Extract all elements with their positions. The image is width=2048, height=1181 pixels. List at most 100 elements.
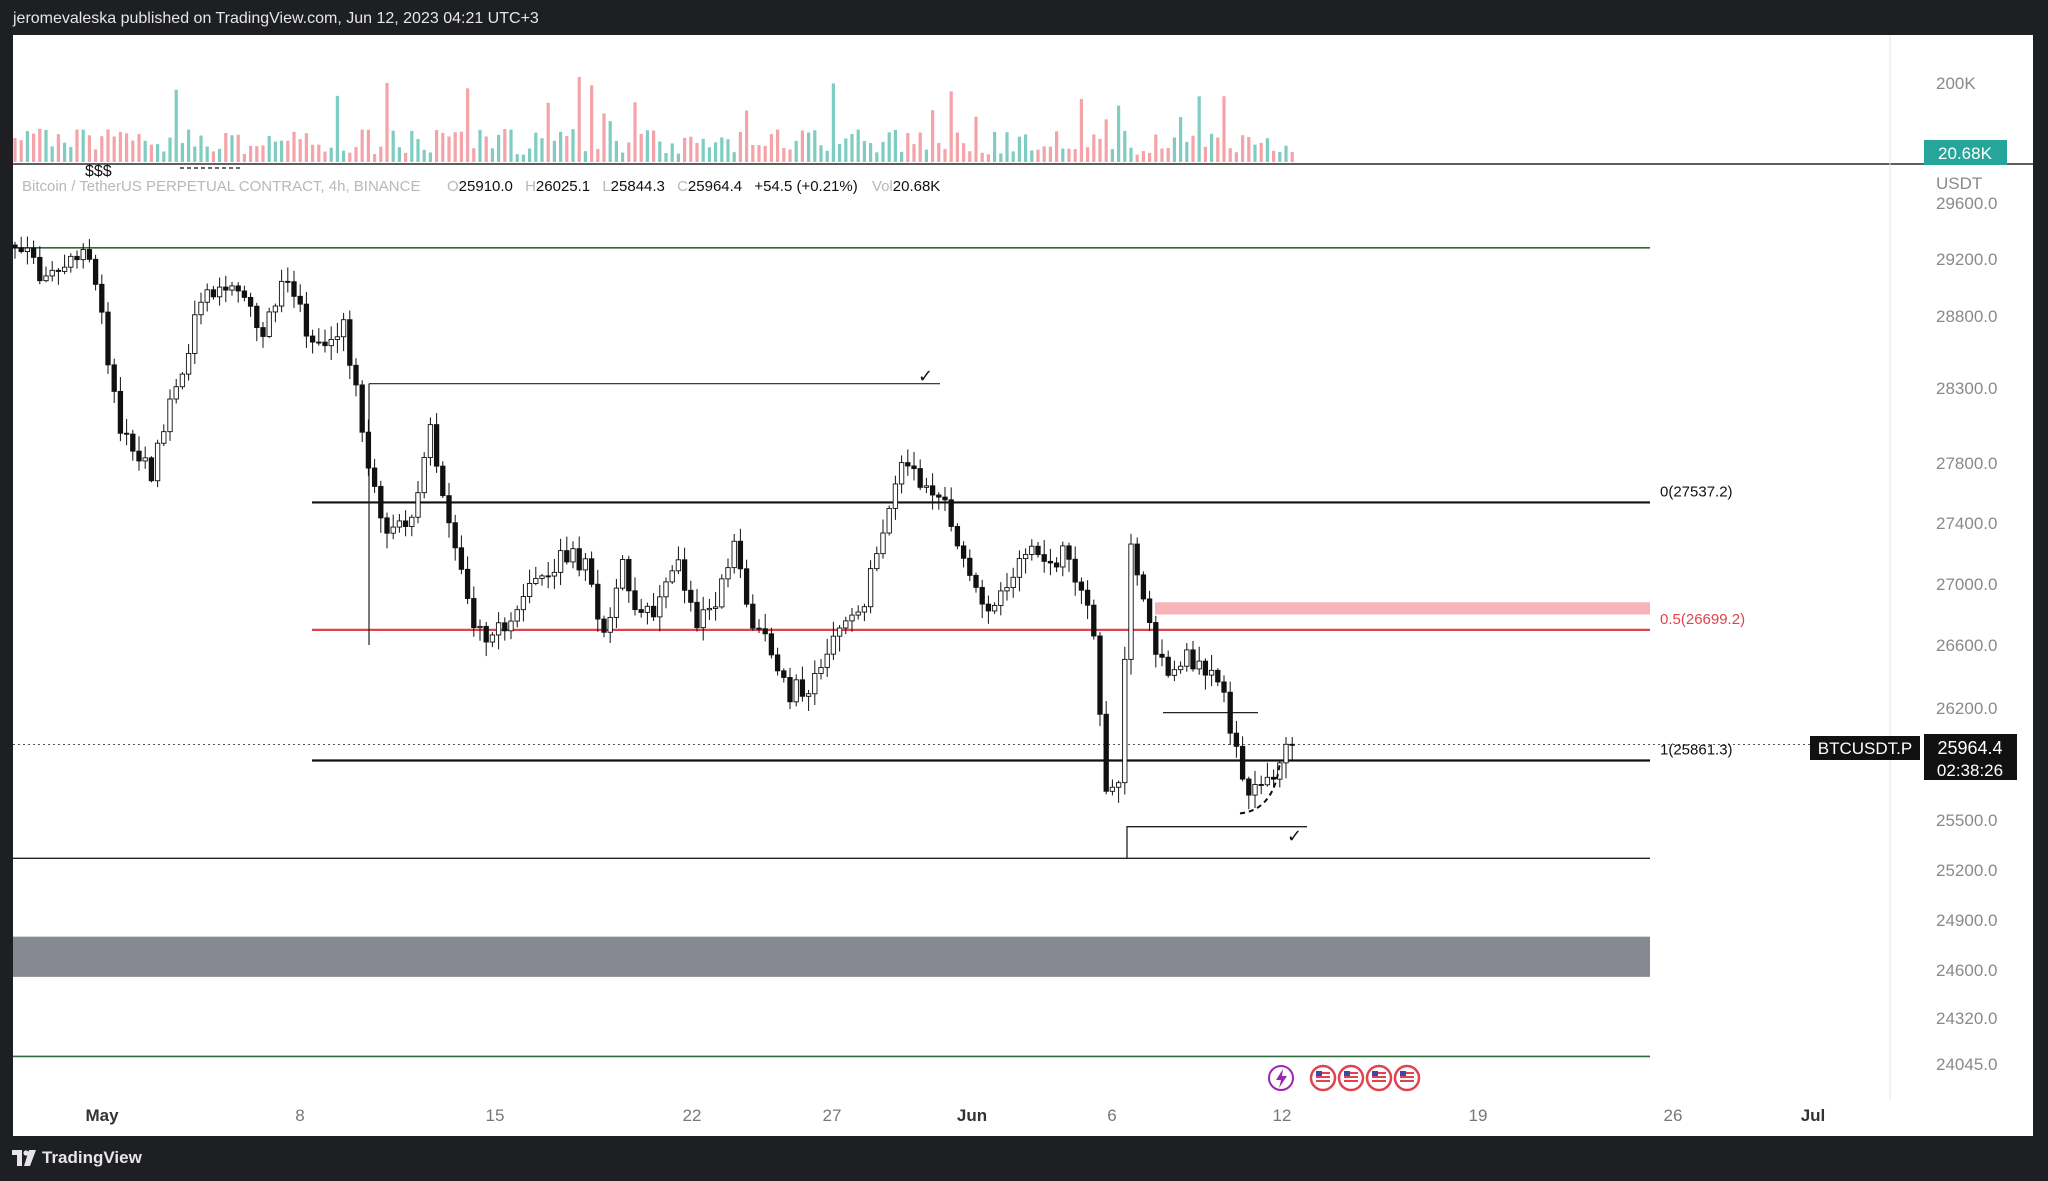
candle-body [1196,660,1202,670]
candle-body [898,462,905,485]
volume-bar [577,76,581,162]
candle-body [1289,743,1295,746]
volume-bar [125,133,129,162]
low-label: L [602,178,610,195]
volume-bar [627,142,631,162]
volume-bar [918,132,922,162]
volume-bar [397,147,401,162]
fib-level-label: 1(25861.3) [1660,741,1733,758]
volume-bar [602,113,606,162]
y-tick-label: 27000.0 [1936,575,1997,594]
price-axis[interactable]: 200K 20.68K USDT 29600.0 29200.0 28800.0 28… [1889,35,2007,1100]
volume-bar [1030,150,1034,162]
candle-body [92,258,99,285]
candle-body [285,280,291,283]
volume-bar [342,150,346,162]
volume-bar [751,144,755,162]
volume-badge-text: 20.68K [1938,144,1993,163]
candle-body [347,319,353,366]
candle-body [229,285,235,291]
volume-bar [94,149,98,162]
volume-bars [13,76,1294,162]
candle-body [105,311,111,366]
volume-bar [50,146,54,162]
volume-bar [999,153,1003,162]
us-flag-icon[interactable] [1337,1064,1365,1092]
volume-bar [236,134,240,162]
candle-body [483,625,489,643]
candle-body [502,622,508,632]
volume-bar [763,145,767,162]
candle-body [1060,545,1066,568]
close-label: C [677,178,688,195]
candle-body [12,244,18,249]
volume-bar [466,88,470,162]
volume-value: 20.68K [893,178,941,195]
open-label: O [447,178,459,195]
time-axis[interactable]: May 8 15 22 27 Jun 6 12 19 26 Jul [85,1106,1825,1125]
us-flag-icon[interactable] [1309,1064,1337,1092]
volume-bar [1191,135,1195,162]
x-tick-label: 27 [823,1106,842,1125]
us-flag-icon[interactable] [1365,1064,1393,1092]
volume-bar [1148,152,1152,162]
candle-body [1277,762,1283,780]
candle-body [657,596,663,618]
volume-bar [515,154,519,162]
volume-bar [807,132,811,162]
supply-zone [1155,602,1650,615]
candle-body [1153,622,1159,655]
candle-body [644,605,651,613]
candle-body [781,670,787,678]
candle-body [1177,665,1184,671]
y-tick-label: 29200.0 [1936,250,1997,269]
candle-body [86,249,93,260]
volume-bar [484,136,488,162]
volume-bar [87,135,91,162]
candle-body [216,286,223,298]
candle-body [359,384,365,433]
volume-bar [410,130,414,162]
volume-bar [32,133,36,162]
last-price-box [1924,734,2017,780]
volume-bar [156,144,160,162]
check-mark-top: ✓ [918,366,933,387]
volume-bar [63,142,67,162]
candle-body [167,398,173,433]
volume-bar [335,95,339,162]
candle-body [830,635,837,655]
price-tags: BTCUSDT.P 25964.4 02:38:26 [1810,734,2017,780]
volume-bar [1278,151,1282,162]
candle-body [1066,545,1072,560]
y-tick-label: 24320.0 [1936,1009,1997,1028]
y-tick-label: 25500.0 [1936,811,1997,830]
volume-bar [205,146,209,162]
volume-bar [459,131,463,162]
volume-bar [360,129,364,162]
volume-bar [559,131,563,162]
volume-bar [1129,147,1133,162]
candle-body [880,532,886,555]
us-flag-icon[interactable] [1393,1064,1421,1092]
candle-body [855,611,861,616]
volume-bar [56,134,60,162]
candle-body [142,457,148,462]
candle-body [328,339,334,347]
volume-bar [447,136,451,162]
volume-bar [391,130,395,162]
earnings-lightning-icon[interactable] [1268,1065,1294,1091]
candle-body [650,605,657,618]
candle-body [942,496,948,501]
volume-bar [1247,136,1251,162]
candle-body [526,583,533,597]
candle-body [1258,784,1264,786]
candle-body [365,431,372,469]
candle-body [985,603,992,612]
volume-bar [1284,145,1288,162]
volume-bar [199,135,203,162]
volume-bar [565,136,569,162]
candle-body [458,547,465,570]
volume-bar [1067,148,1071,162]
candle-body [545,575,551,578]
